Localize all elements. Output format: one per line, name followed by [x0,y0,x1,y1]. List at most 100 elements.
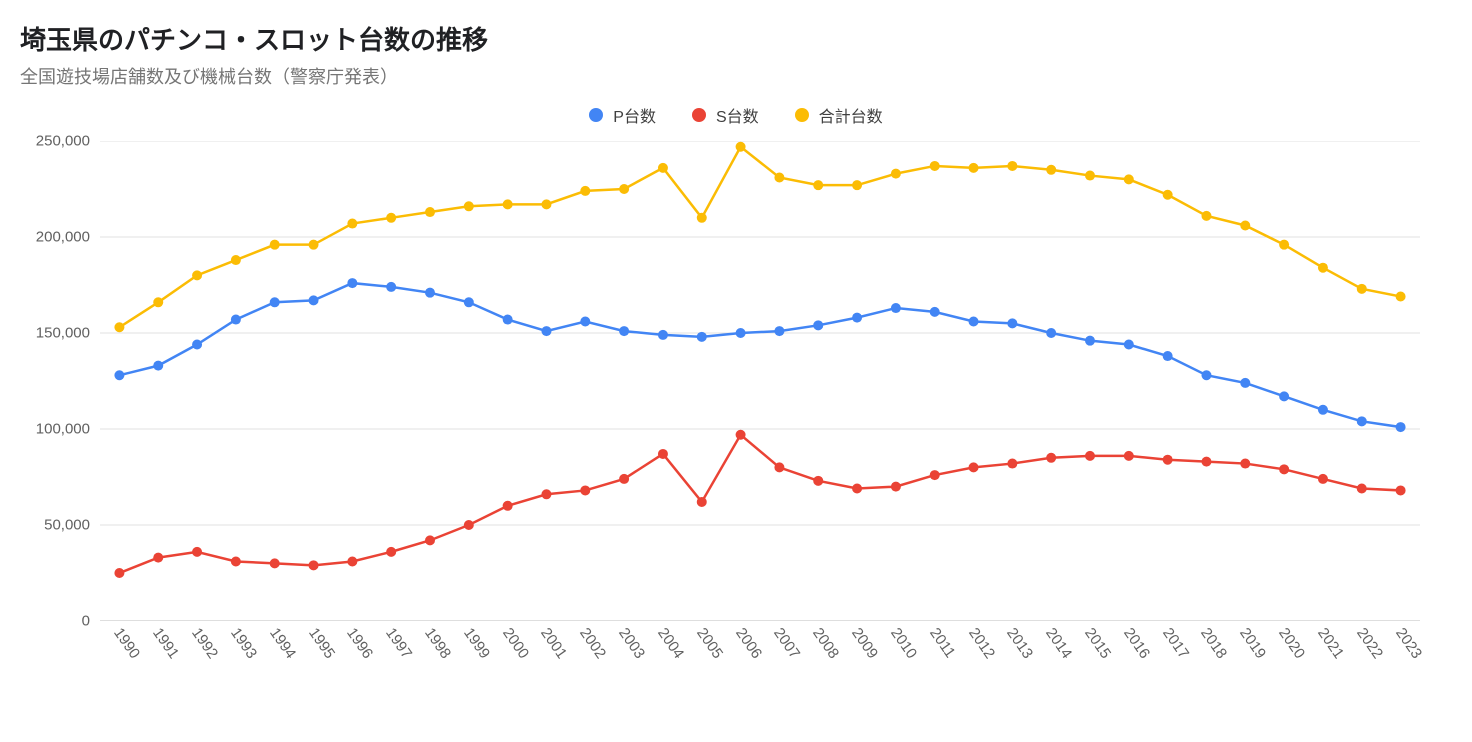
data-point[interactable] [1240,378,1250,388]
data-point[interactable] [1240,459,1250,469]
data-point[interactable] [697,497,707,507]
data-point[interactable] [425,535,435,545]
data-point[interactable] [736,430,746,440]
data-point[interactable] [270,558,280,568]
data-point[interactable] [386,282,396,292]
data-point[interactable] [580,485,590,495]
data-point[interactable] [1046,453,1056,463]
data-point[interactable] [969,163,979,173]
data-point[interactable] [774,326,784,336]
data-point[interactable] [852,484,862,494]
data-point[interactable] [1396,292,1406,302]
data-point[interactable] [930,161,940,171]
data-point[interactable] [347,219,357,229]
data-point[interactable] [503,199,513,209]
data-point[interactable] [891,482,901,492]
data-point[interactable] [1279,391,1289,401]
data-point[interactable] [386,547,396,557]
data-point[interactable] [1279,464,1289,474]
data-point[interactable] [736,142,746,152]
data-point[interactable] [1396,485,1406,495]
data-point[interactable] [425,288,435,298]
data-point[interactable] [541,199,551,209]
data-point[interactable] [231,315,241,325]
data-point[interactable] [580,186,590,196]
data-point[interactable] [1163,351,1173,361]
data-point[interactable] [231,556,241,566]
data-point[interactable] [270,240,280,250]
data-point[interactable] [270,297,280,307]
data-point[interactable] [1124,174,1134,184]
data-point[interactable] [1046,328,1056,338]
data-point[interactable] [1357,484,1367,494]
data-point[interactable] [347,278,357,288]
data-point[interactable] [503,501,513,511]
data-point[interactable] [1085,171,1095,181]
data-point[interactable] [1318,263,1328,273]
data-point[interactable] [930,307,940,317]
data-point[interactable] [1163,455,1173,465]
data-point[interactable] [891,303,901,313]
data-point[interactable] [153,297,163,307]
data-point[interactable] [658,163,668,173]
data-point[interactable] [930,470,940,480]
data-point[interactable] [1318,474,1328,484]
data-point[interactable] [1085,336,1095,346]
data-point[interactable] [1007,161,1017,171]
data-point[interactable] [1007,459,1017,469]
data-point[interactable] [464,297,474,307]
data-point[interactable] [114,322,124,332]
data-point[interactable] [464,520,474,530]
data-point[interactable] [580,316,590,326]
data-point[interactable] [309,240,319,250]
data-point[interactable] [813,180,823,190]
data-point[interactable] [813,320,823,330]
data-point[interactable] [736,328,746,338]
data-point[interactable] [619,326,629,336]
data-point[interactable] [1357,284,1367,294]
data-point[interactable] [852,180,862,190]
data-point[interactable] [1046,165,1056,175]
data-point[interactable] [969,462,979,472]
data-point[interactable] [891,169,901,179]
data-point[interactable] [1201,370,1211,380]
data-point[interactable] [697,213,707,223]
data-point[interactable] [1279,240,1289,250]
data-point[interactable] [347,556,357,566]
data-point[interactable] [464,201,474,211]
data-point[interactable] [503,315,513,325]
data-point[interactable] [192,340,202,350]
data-point[interactable] [1201,211,1211,221]
data-point[interactable] [153,361,163,371]
data-point[interactable] [1396,422,1406,432]
data-point[interactable] [1007,318,1017,328]
data-point[interactable] [658,330,668,340]
data-point[interactable] [1124,340,1134,350]
data-point[interactable] [1357,416,1367,426]
data-point[interactable] [774,462,784,472]
data-point[interactable] [1124,451,1134,461]
data-point[interactable] [1201,457,1211,467]
data-point[interactable] [192,270,202,280]
data-point[interactable] [813,476,823,486]
data-point[interactable] [1163,190,1173,200]
data-point[interactable] [852,313,862,323]
data-point[interactable] [697,332,707,342]
data-point[interactable] [969,316,979,326]
data-point[interactable] [114,568,124,578]
data-point[interactable] [231,255,241,265]
data-point[interactable] [192,547,202,557]
data-point[interactable] [658,449,668,459]
data-point[interactable] [619,474,629,484]
data-point[interactable] [1085,451,1095,461]
data-point[interactable] [309,560,319,570]
data-point[interactable] [774,172,784,182]
data-point[interactable] [541,489,551,499]
data-point[interactable] [425,207,435,217]
data-point[interactable] [153,553,163,563]
data-point[interactable] [386,213,396,223]
data-point[interactable] [619,184,629,194]
data-point[interactable] [1318,405,1328,415]
data-point[interactable] [309,295,319,305]
data-point[interactable] [1240,220,1250,230]
